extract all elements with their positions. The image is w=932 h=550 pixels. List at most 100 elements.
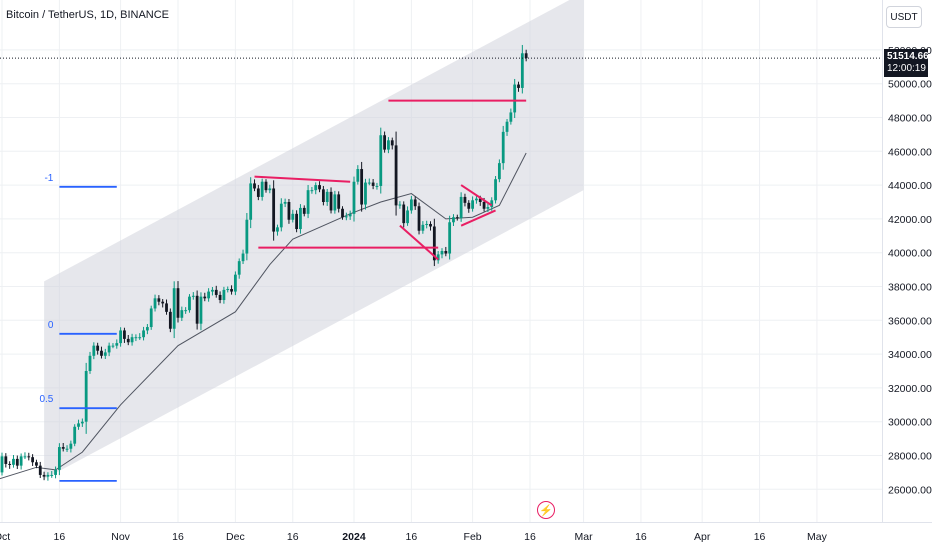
candle-body	[406, 210, 409, 224]
candle-body	[69, 443, 73, 449]
candle-body	[130, 337, 134, 343]
y-tick-label: 50000.00	[888, 79, 932, 91]
candle-body	[448, 222, 452, 254]
x-tick-label: 16	[172, 531, 184, 543]
candle-body	[31, 457, 35, 463]
candle-body	[12, 458, 15, 465]
y-tick-label: 42000.00	[888, 214, 932, 226]
candle-body	[501, 131, 505, 164]
candle-body	[402, 204, 406, 224]
candle-body	[375, 185, 379, 187]
y-tick-label: 36000.00	[888, 315, 932, 327]
candle-body	[310, 190, 314, 192]
candle-body	[417, 206, 421, 231]
bar-countdown: 12:00:19	[887, 63, 926, 74]
candle-body	[490, 200, 494, 208]
candle-body	[165, 303, 168, 312]
candle-body	[364, 182, 367, 205]
candle-body	[337, 194, 341, 209]
candle-body	[88, 355, 92, 371]
candle-body	[77, 423, 80, 427]
candle-body	[253, 183, 256, 189]
candle-body	[272, 188, 276, 232]
candle-body	[237, 261, 241, 275]
candle-body	[291, 213, 295, 220]
candle-body	[287, 202, 291, 220]
y-tick-label: 48000.00	[888, 113, 932, 125]
candle-body	[203, 296, 207, 299]
candle-body	[230, 289, 233, 292]
candle-body	[8, 463, 12, 465]
candle-body	[214, 289, 218, 295]
candle-body	[387, 140, 390, 150]
candle-body	[176, 288, 180, 318]
candle-body	[172, 288, 176, 329]
candles	[0, 44, 528, 481]
candle-body	[429, 223, 432, 227]
y-tick-label: 32000.00	[888, 383, 932, 395]
candle-body	[471, 200, 474, 209]
candle-body	[50, 474, 54, 476]
candle-body	[73, 426, 77, 444]
candle-body	[509, 112, 513, 122]
candle-body	[145, 327, 149, 331]
x-tick-label: Feb	[464, 531, 482, 543]
candle-body	[61, 447, 65, 449]
candle-body	[421, 224, 425, 231]
candle-body	[436, 254, 440, 261]
candle-body	[65, 448, 69, 450]
candle-body	[96, 345, 100, 351]
candle-body	[184, 310, 188, 312]
candle-body	[283, 202, 287, 204]
last-price: 51514.66	[887, 51, 929, 62]
chart-title: Bitcoin / TetherUS, 1D, BINANCE	[6, 9, 170, 21]
candle-body	[38, 465, 42, 475]
candle-body	[379, 135, 383, 186]
candle-body	[432, 226, 436, 261]
x-tick-label: May	[807, 531, 828, 543]
candle-body	[413, 199, 417, 207]
candle-body	[195, 295, 199, 324]
candle-body	[475, 198, 478, 201]
candle-body	[35, 462, 38, 466]
y-tick-label: 34000.00	[888, 349, 932, 361]
candle-body	[352, 181, 356, 214]
x-tick-label: Dec	[226, 531, 245, 543]
x-axis-divider	[0, 522, 932, 523]
candle-body	[123, 330, 126, 339]
candle-body	[459, 196, 463, 219]
y-axis-divider	[882, 0, 883, 522]
candle-body	[444, 251, 448, 254]
x-tick-label: 16	[54, 531, 66, 543]
candle-body	[153, 298, 157, 309]
y-tick-label: 30000.00	[888, 417, 932, 429]
candle-body	[325, 191, 329, 202]
candle-body	[478, 198, 482, 202]
lightning-icon[interactable]: ⚡	[537, 501, 555, 519]
candle-body	[111, 345, 115, 347]
currency-button[interactable]: USDT	[886, 6, 922, 28]
candle-body	[333, 194, 337, 211]
x-tick-label: Nov	[111, 531, 130, 543]
candle-body	[191, 295, 195, 297]
candle-body	[57, 447, 61, 470]
y-tick-label: 26000.00	[888, 484, 932, 496]
candle-body	[138, 337, 142, 339]
candle-body	[23, 456, 27, 458]
candle-body	[207, 291, 211, 299]
candle-body	[455, 217, 459, 219]
candle-body	[318, 185, 321, 190]
candle-body	[19, 456, 23, 466]
candle-body	[15, 458, 19, 466]
candle-body	[356, 169, 360, 182]
candle-body	[348, 213, 352, 217]
regression-channel	[44, 0, 584, 480]
channel	[44, 0, 584, 480]
x-tick-label: 16	[406, 531, 418, 543]
x-tick-label: Mar	[575, 531, 594, 543]
candle-body	[27, 456, 31, 458]
candle-body	[180, 310, 184, 318]
y-tick-label: 40000.00	[888, 248, 932, 260]
candle-body	[371, 182, 375, 186]
